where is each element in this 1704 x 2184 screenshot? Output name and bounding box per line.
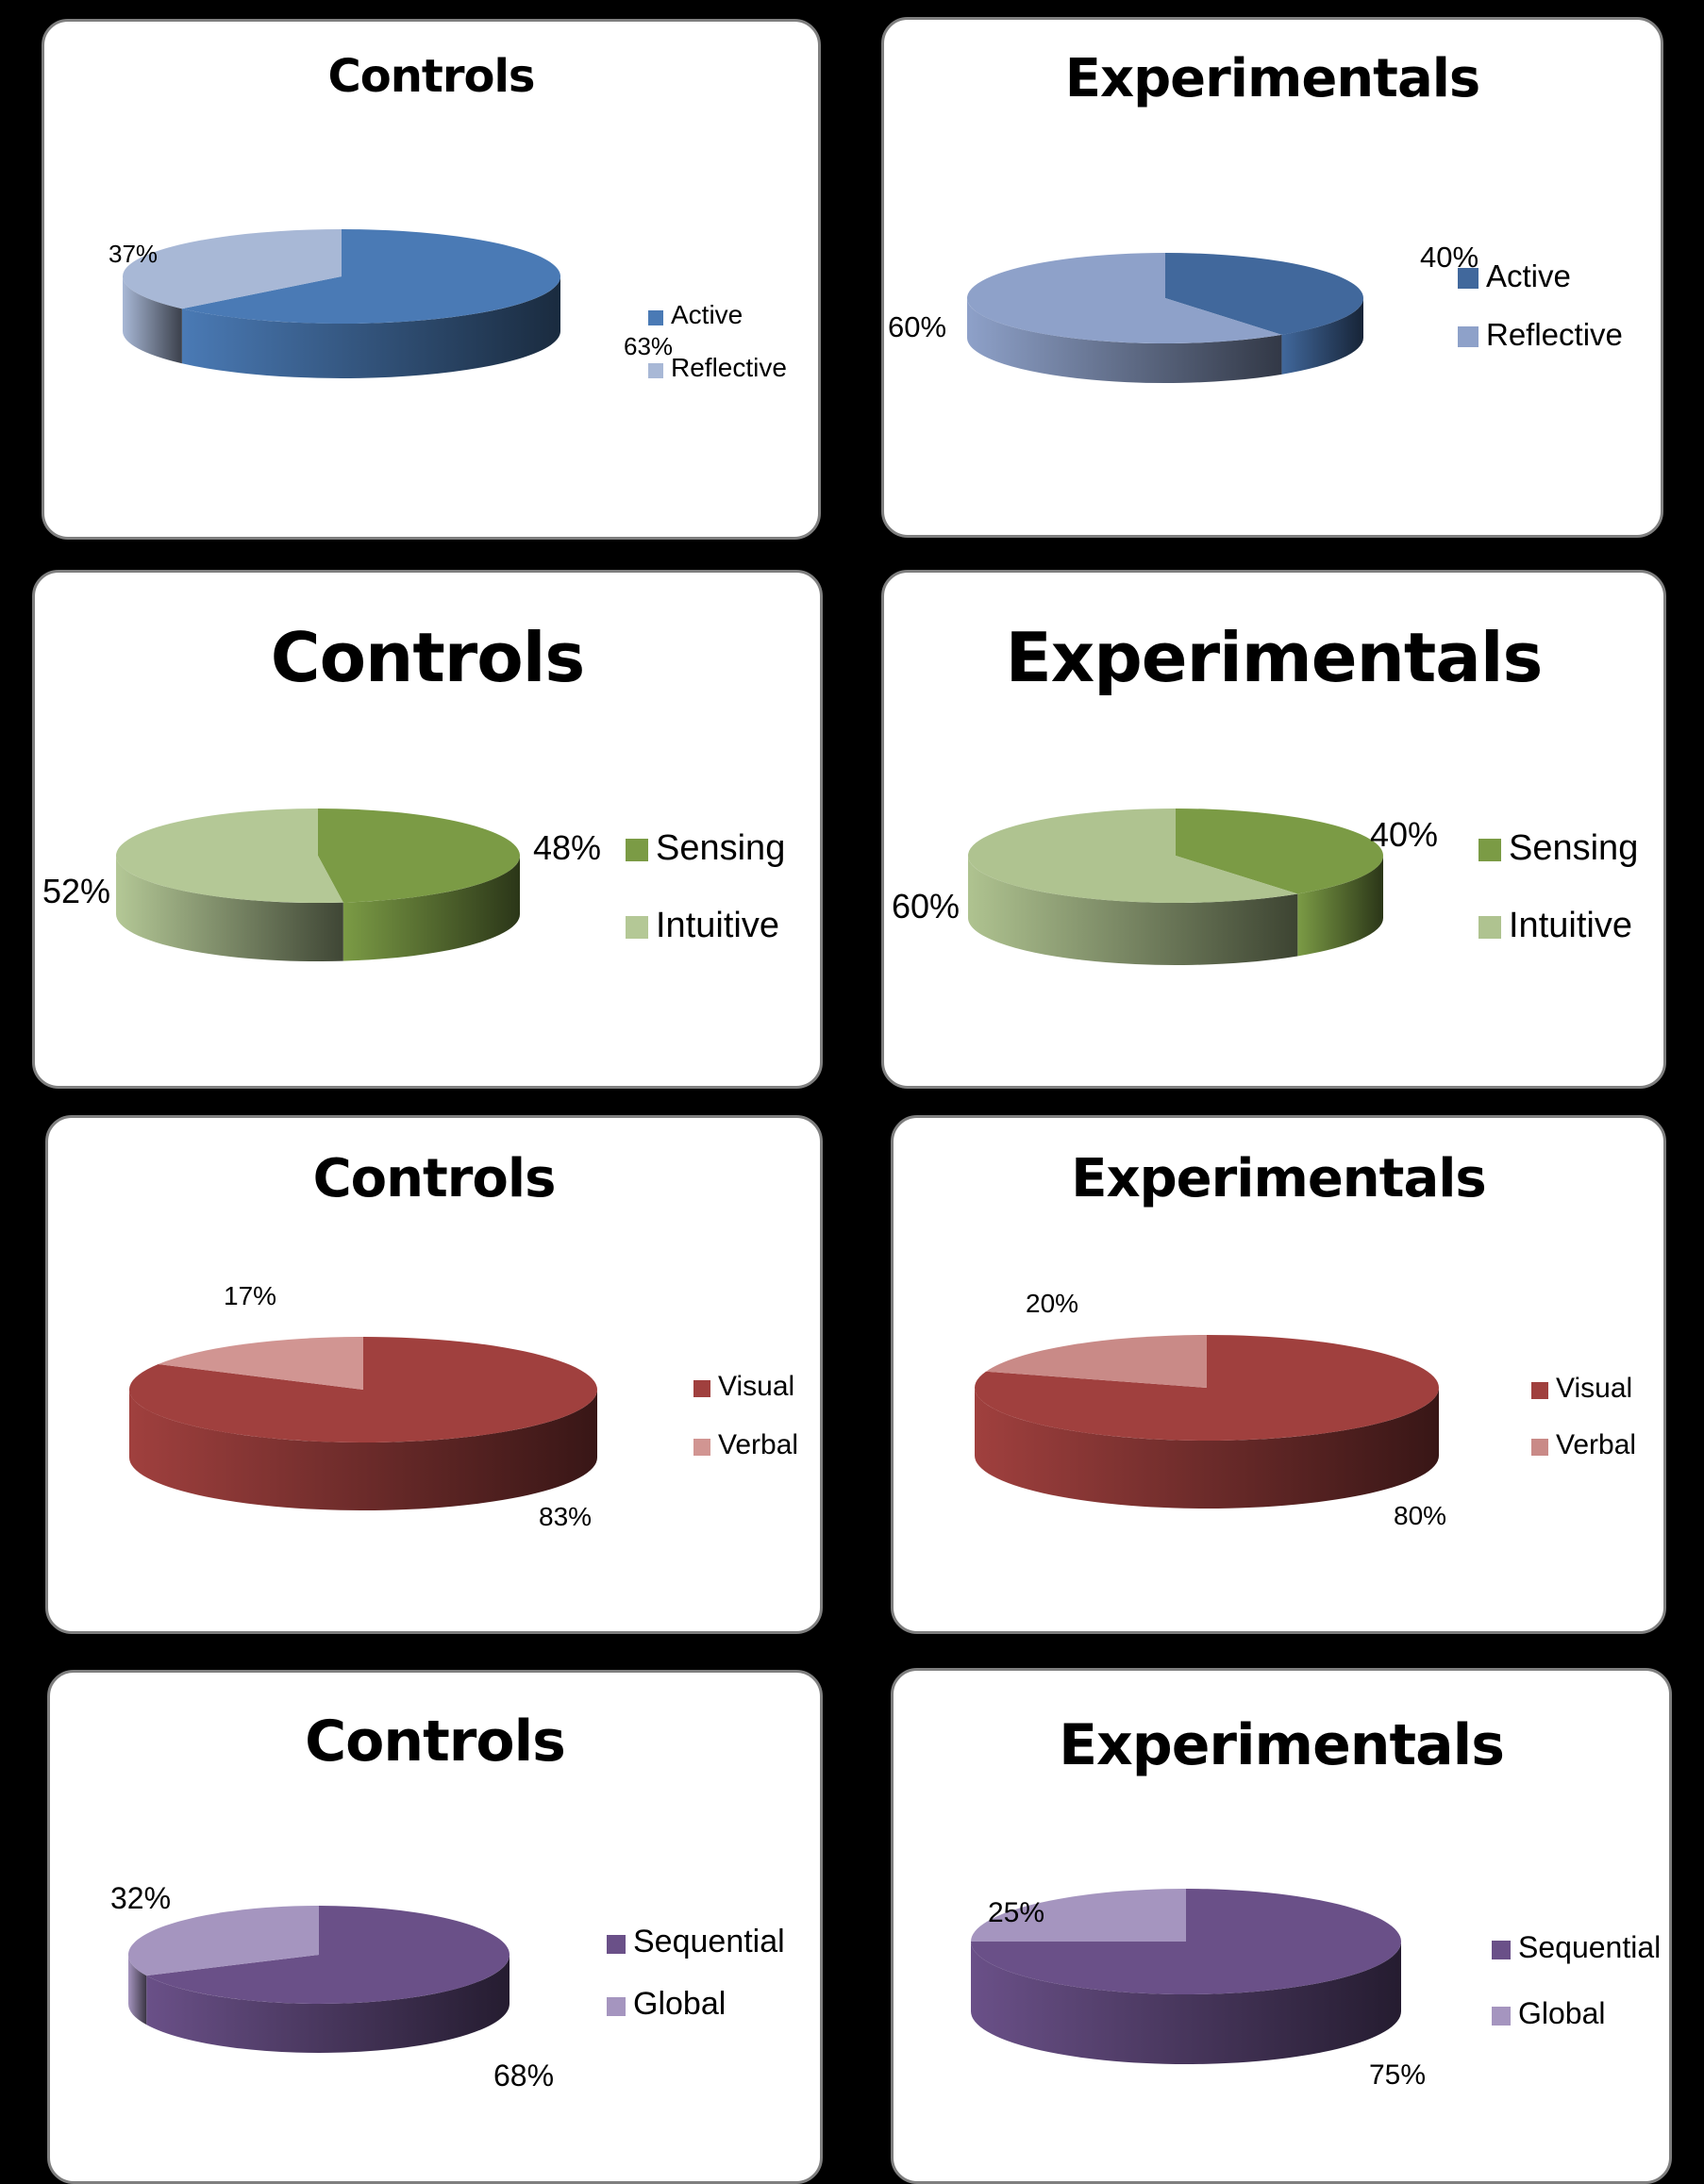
data-label: 32%	[110, 1881, 171, 1915]
pie-chart-panel: Experimentals 80% 20% Visual Verbal	[891, 1115, 1666, 1634]
chart-title: Experimentals	[1059, 1712, 1505, 1778]
legend-swatch	[1531, 1382, 1548, 1399]
legend-swatch	[626, 839, 648, 861]
chart-title: Controls	[270, 618, 586, 697]
legend-label: Sequential	[1518, 1930, 1661, 1964]
legend-label: Sensing	[656, 828, 785, 868]
legend-swatch	[1478, 839, 1501, 861]
legend-label: Verbal	[718, 1429, 798, 1460]
pie-slice-sensing	[1176, 809, 1383, 894]
legend-swatch	[693, 1380, 710, 1397]
pie-slice-side	[128, 1955, 147, 2026]
pie-slice-reflective	[967, 253, 1282, 343]
pie-slice-side	[967, 298, 1282, 384]
legend-swatch	[1478, 916, 1501, 939]
pie-svg: 83% 17% Visual Verbal	[128, 1281, 798, 1531]
legend-label: Intuitive	[656, 906, 779, 945]
pie-slice-side	[116, 856, 343, 961]
data-label: 40%	[1370, 815, 1438, 854]
legend-label: Reflective	[1486, 317, 1623, 352]
pie-slice-global	[971, 1889, 1186, 1942]
legend-label: Global	[1518, 1996, 1606, 2030]
pie-slice-sensing	[318, 809, 520, 903]
chart-title: Experimentals	[1064, 48, 1481, 109]
legend-label: Global	[633, 1986, 726, 2022]
legend-swatch	[607, 1997, 626, 2016]
data-label: 20%	[1026, 1289, 1078, 1318]
pie-svg: 63% 37% Active Reflective	[109, 229, 787, 382]
data-label: 48%	[533, 828, 601, 867]
data-label: 60%	[892, 887, 960, 925]
chart-title: Controls	[312, 1148, 557, 1209]
pie-slice-reflective	[123, 229, 342, 309]
pie-svg: 68% 32% Sequential Global	[110, 1881, 785, 2092]
data-label: 37%	[109, 240, 158, 268]
legend-swatch	[1458, 326, 1478, 347]
data-label: 80%	[1394, 1501, 1446, 1530]
pie-chart-panel: Controls 83% 17% Visual Verbal	[45, 1115, 823, 1634]
legend-swatch	[648, 363, 663, 378]
pie-slice-intuitive	[967, 809, 1298, 903]
pie-slice-active	[181, 229, 561, 324]
data-label: 25%	[988, 1897, 1044, 1928]
legend-label: Reflective	[671, 353, 787, 382]
pie-slice-verbal	[986, 1335, 1207, 1388]
legend-swatch	[607, 1935, 626, 1954]
pie-svg: 48% 52% Sensing Intuitive	[42, 809, 785, 961]
legend-swatch	[1492, 1941, 1511, 1959]
data-label: 63%	[624, 332, 673, 360]
pie-svg: 80% 20% Visual Verbal	[975, 1289, 1636, 1530]
legend-label: Sensing	[1509, 828, 1638, 868]
pie-slice-active	[1165, 253, 1364, 335]
legend-swatch	[1531, 1439, 1548, 1456]
pie-slice-side	[1281, 298, 1363, 375]
pie-slice-sequential	[146, 1906, 510, 2004]
pie-chart-panel: Controls 68% 32% Sequential Global	[47, 1670, 823, 2184]
pie-svg: 40% 60% Sensing Intuitive	[892, 809, 1638, 965]
legend-swatch	[693, 1439, 710, 1456]
legend-label: Sequential	[633, 1924, 785, 1959]
legend-label: Active	[1486, 258, 1571, 293]
pie-slice-side	[975, 1388, 1439, 1509]
data-label: 52%	[42, 872, 110, 910]
pie-slice-verbal	[158, 1337, 363, 1390]
pie-slice-side	[342, 856, 520, 961]
legend-label: Active	[671, 300, 743, 329]
chart-title: Controls	[327, 50, 536, 103]
legend-label: Intuitive	[1509, 906, 1632, 945]
chart-title: Controls	[305, 1709, 566, 1775]
legend-label: Visual	[718, 1371, 794, 1402]
legend-swatch	[626, 916, 648, 939]
pie-chart-panel: Experimentals 40% 60% Active Reflective	[881, 17, 1663, 538]
data-label: 75%	[1369, 2059, 1426, 2091]
pie-chart-panel: Experimentals 75% 25% Sequential Global	[891, 1668, 1672, 2184]
data-label: 68%	[493, 2059, 554, 2092]
pie-svg: 75% 25% Sequential Global	[971, 1889, 1661, 2091]
pie-slice-side	[968, 856, 1298, 965]
data-label: 83%	[539, 1502, 592, 1531]
legend-label: Visual	[1556, 1373, 1632, 1404]
pie-slice-global	[127, 1906, 319, 1976]
pie-chart-panel: Experimentals 40% 60% Sensing Intuitive	[881, 570, 1666, 1089]
data-label: 17%	[224, 1281, 276, 1310]
pie-slice-side	[1297, 856, 1383, 957]
pie-slice-side	[146, 1955, 510, 2053]
pie-slice-side	[123, 276, 182, 364]
pie-slice-side	[129, 1390, 597, 1510]
pie-slice-intuitive	[115, 809, 343, 903]
legend-swatch	[1492, 2007, 1511, 2026]
chart-title: Experimentals	[1005, 618, 1544, 697]
pie-chart-panel: Controls 48% 52% Sensing Intuitive	[32, 570, 823, 1089]
legend-swatch	[1458, 268, 1478, 289]
legend-label: Verbal	[1556, 1429, 1636, 1460]
pie-chart-panel: Controls 63% 37% Active Reflective	[42, 19, 821, 540]
chart-title: Experimentals	[1071, 1148, 1487, 1209]
pie-slice-side	[181, 276, 560, 378]
pie-slice-side	[971, 1942, 1401, 2064]
data-label: 60%	[888, 310, 946, 343]
legend-swatch	[648, 310, 663, 325]
